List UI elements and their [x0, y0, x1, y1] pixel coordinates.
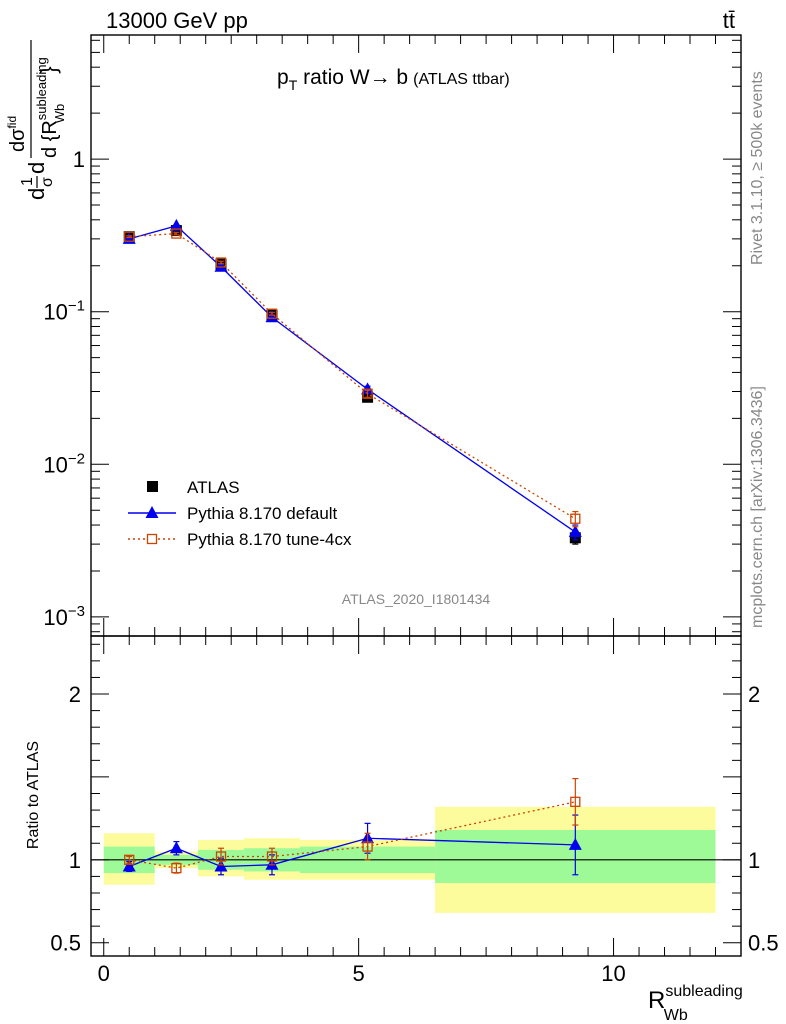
ratio-default-point-2 [214, 859, 228, 872]
legend-marker-tune4cx [146, 533, 158, 545]
main-default-line [129, 225, 576, 533]
main-ytick-label-base-1: 10 [43, 452, 67, 477]
title-p-subscript: T [289, 77, 298, 93]
ratio-default-point-5 [568, 837, 582, 850]
ylabel-d2: d [24, 162, 49, 174]
main-ytick-label-exp-0: −3 [68, 603, 85, 620]
main-ytick-label-exp-2: −1 [68, 298, 85, 315]
main-tune4cx-point-2 [215, 257, 227, 268]
main-default-point-3 [265, 310, 279, 323]
ratio-ytick-label-left-0: 0.5 [50, 931, 81, 956]
ylabel-ratio-top: 1 [19, 177, 36, 186]
ratio-ylabel: Ratio to ATLAS [25, 741, 42, 849]
main-ytick-label-base-0: 10 [43, 605, 67, 630]
energy-label: 13000 GeV pp [106, 8, 248, 33]
ratio-ytick-label-right-0: 0.5 [748, 931, 779, 956]
main-tune4cx-line [129, 232, 576, 520]
xtick-label-0: 0 [98, 961, 110, 986]
xlabel: Rsubleading Wb [648, 983, 743, 1024]
legend-marker-default [145, 506, 159, 518]
main-ytick-label-2: 10−1 [43, 298, 85, 325]
title-small: (ATLAS ttbar) [413, 71, 510, 88]
title-b: b [391, 66, 409, 89]
title-rest: ratio W [297, 66, 370, 89]
ratio-default-point-1 [169, 841, 183, 854]
main-ylabel: d 1 σ d dσfid d {Rsubleading Wb} [5, 40, 67, 200]
ratio-default-point-0 [122, 859, 136, 872]
ratio-tune4cx-point-0 [124, 854, 135, 865]
ratio-tune4cx-line [129, 801, 576, 869]
ylabel-frac-top: dσfid [5, 116, 29, 152]
ylabel-frac-top-main: dσ [7, 128, 29, 152]
process-label: tt̄ [723, 8, 735, 33]
ylabel-frac-top-sup: fid [5, 116, 19, 129]
ratio-tune4cx-point-4 [362, 841, 373, 852]
xlabel-sub: Wb [664, 1007, 688, 1024]
legend: ATLAS Pythia 8.170 default Pythia 8.170 … [128, 478, 352, 549]
main-ytick-label-1: 10−2 [43, 450, 85, 477]
ylabel-close-brace: } [36, 66, 61, 73]
ratio-tune4cx-point-1 [171, 862, 182, 874]
ratio-tune4cx-point-3 [266, 851, 278, 862]
main-default-point-4 [361, 382, 375, 395]
ylabel-d1: d [24, 188, 49, 200]
main-ytick-label-exp-1: −2 [68, 450, 85, 467]
ratio-ytick-label-right-1: 1 [748, 848, 760, 873]
ratio-ytick-label-right-2: 2 [748, 682, 760, 707]
ylabel-frac-bottom: d {Rsubleading Wb} [34, 57, 67, 158]
main-plot-title: pT ratio W→ b (ATLAS ttbar) [277, 66, 510, 93]
main-tune4cx-point-5 [570, 513, 581, 524]
legend-label-atlas: ATLAS [187, 478, 240, 497]
ratio-ytick-label-left-2: 2 [69, 682, 81, 707]
xlabel-sup: subleading [665, 983, 742, 1000]
ratio-ytick-label-left-1: 1 [69, 848, 81, 873]
title-arrow: → [370, 66, 391, 89]
ylabel-frac-bottom-sub: Wb [52, 104, 67, 124]
rivet-version-label: Rivet 3.1.10, ≥ 500k events [749, 71, 766, 265]
main-ytick-label-0: 10−3 [43, 603, 85, 630]
main-tune4cx-point-0 [124, 231, 135, 242]
ylabel-frac-bottom-main: d {R [39, 120, 61, 158]
main-tune4cx-point-4 [362, 388, 373, 399]
main-ytick-label-3: 1 [73, 147, 85, 172]
xlabel-base: R [648, 987, 665, 1014]
main-tune4cx-point-3 [266, 308, 278, 319]
legend-label-tune4cx: Pythia 8.170 tune-4cx [187, 530, 352, 549]
mcplots-label: mcplots.cern.ch [arXiv:1306.3436] [749, 386, 766, 628]
main-tune4cx-point-1 [171, 228, 182, 239]
main-plot-marks [122, 218, 582, 545]
legend-marker-atlas [147, 481, 158, 492]
main-default-point-2 [214, 259, 228, 272]
title-p: p [277, 66, 289, 89]
ratio-plot-marks [122, 777, 582, 876]
ratio-tune4cx-point-2 [215, 851, 227, 862]
main-default-point-5 [568, 525, 582, 538]
ratio-tune4cx-point-5 [570, 796, 581, 807]
xtick-label-1: 5 [353, 961, 365, 986]
main-default-point-1 [169, 218, 183, 231]
ratio-plot-frame [90, 635, 742, 957]
xtick-label-2: 10 [601, 961, 625, 986]
ylabel-frac-bottom-sup: subleading [34, 57, 49, 120]
legend-label-default: Pythia 8.170 default [187, 504, 338, 523]
axes: 10−310−210−110.5 0.51 12 20 5 10 [43, 35, 779, 986]
ylabel-ratio-bottom: σ [39, 177, 56, 187]
main-ytick-label-base-2: 10 [43, 300, 67, 325]
analysis-id-label: ATLAS_2020_I1801434 [342, 591, 491, 607]
